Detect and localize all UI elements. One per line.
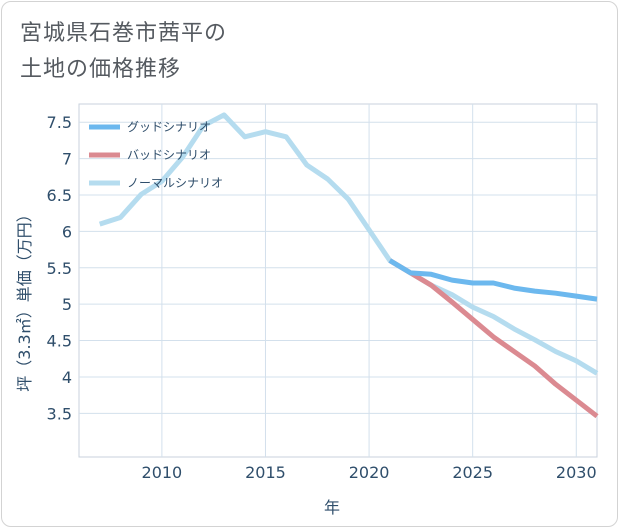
x-tick-label: 2025 (452, 463, 493, 482)
y-tick-label: 7 (62, 150, 72, 169)
y-tick-label: 4 (62, 368, 72, 387)
y-tick-label: 3.5 (47, 404, 72, 423)
y-tick-label: 6.5 (47, 186, 72, 205)
y-axis-ticks: 3.5 4 4.5 5 5.5 6 6.5 7 7.5 (47, 113, 72, 423)
x-axis-title: 年 (324, 498, 340, 517)
y-axis-title: 坪（3.3㎡）単価（万円） (15, 206, 34, 391)
chart-title-line-1: 宮城県石巻市茜平の (20, 21, 228, 46)
chart-title: 宮城県石巻市茜平の 土地の価格推移 (20, 16, 227, 88)
series-line-3 (98, 112, 599, 376)
x-tick-label: 2020 (349, 463, 390, 482)
legend-label-2: バッドシナリオ (127, 148, 211, 162)
x-tick-label: 2010 (142, 463, 183, 482)
series-lines (98, 112, 599, 419)
series-line-2 (388, 258, 599, 419)
series-line-1 (388, 258, 598, 302)
y-tick-label: 4.5 (47, 332, 72, 351)
x-axis-ticks: 2010 2015 2020 2025 2030 (142, 463, 597, 482)
grid-lines (79, 104, 597, 457)
chart-title-line-2: 土地の価格推移 (20, 57, 182, 82)
x-tick-label: 2030 (556, 463, 597, 482)
y-tick-label: 5 (62, 295, 72, 314)
y-tick-label: 5.5 (47, 259, 72, 278)
legend-label-1: グッドシナリオ (127, 120, 211, 134)
plot-area (78, 103, 598, 458)
y-tick-label: 7.5 (47, 113, 72, 132)
legend-label-3: ノーマルシナリオ (127, 176, 223, 190)
y-tick-label: 6 (62, 222, 72, 241)
x-tick-label: 2015 (245, 463, 286, 482)
